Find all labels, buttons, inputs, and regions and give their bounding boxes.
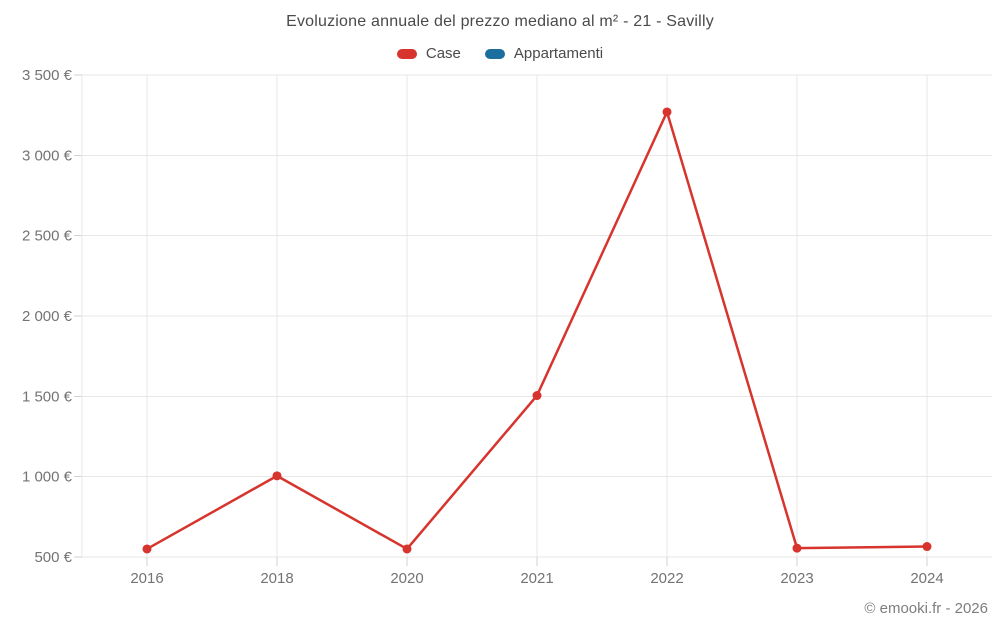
data-point-case-2021[interactable] <box>532 391 542 401</box>
y-axis-label: 2 500 € <box>22 228 73 245</box>
x-axis-label: 2018 <box>260 570 293 587</box>
chart-title: Evoluzione annuale del prezzo mediano al… <box>286 13 714 30</box>
y-axis-label: 3 000 € <box>22 147 73 164</box>
data-point-case-2018[interactable] <box>272 471 282 481</box>
data-point-case-2020[interactable] <box>402 544 412 554</box>
y-axis-label: 500 € <box>34 549 72 566</box>
y-axis-label: 1 000 € <box>22 469 73 486</box>
legend: Case Appartamenti <box>0 45 1000 62</box>
data-point-case-2022[interactable] <box>662 107 672 117</box>
y-axis-label: 3 500 € <box>22 67 73 84</box>
data-point-case-2016[interactable] <box>142 544 152 554</box>
x-axis-label: 2016 <box>130 570 163 587</box>
legend-swatch-appartamenti-icon <box>484 48 505 59</box>
legend-item-appartamenti[interactable]: Appartamenti <box>484 45 604 62</box>
legend-item-case[interactable]: Case <box>396 45 461 62</box>
legend-label-appartamenti: Appartamenti <box>513 45 604 62</box>
data-point-case-2024[interactable] <box>922 542 932 552</box>
x-axis-label: 2022 <box>650 570 683 587</box>
data-point-case-2023[interactable] <box>792 543 802 553</box>
legend-swatch-case-icon <box>396 48 417 59</box>
y-axis-label: 2 000 € <box>22 308 73 325</box>
x-axis-label: 2023 <box>780 570 813 587</box>
y-axis-label: 1 500 € <box>22 388 73 405</box>
copyright-credit: © emooki.fr - 2026 <box>864 600 988 617</box>
x-axis-label: 2021 <box>520 570 553 587</box>
x-axis-label: 2020 <box>390 570 423 587</box>
legend-label-case: Case <box>425 45 461 62</box>
x-axis-label: 2024 <box>910 570 943 587</box>
